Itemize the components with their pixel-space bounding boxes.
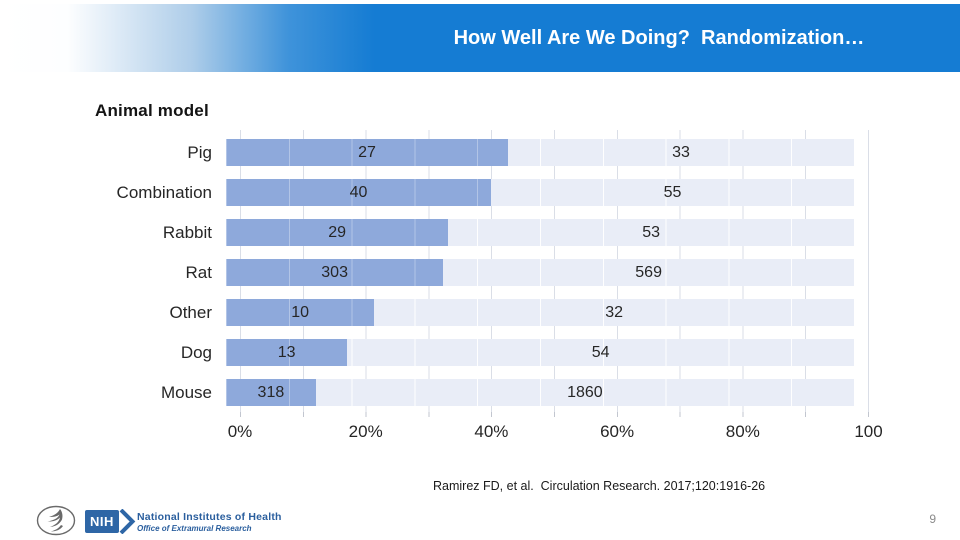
category-label: Rat: [185, 262, 212, 282]
bar-track: 13 54: [226, 339, 854, 366]
slide-header-bar: How Well Are We Doing? Randomization…: [0, 4, 960, 72]
citation-text: Ramirez FD, et al. Circulation Research.…: [433, 479, 766, 493]
category-label: Pig: [187, 142, 212, 162]
nih-logo-text: NIH: [90, 514, 114, 529]
x-axis-tick-label: 40%: [474, 422, 509, 441]
bar-track: 10 32: [226, 299, 854, 326]
track-value-label: 32: [605, 303, 623, 321]
chart-row: Mouse 318 1860: [0, 379, 960, 406]
bar: 40: [226, 179, 492, 206]
x-axis-tick-label: 60%: [600, 422, 635, 441]
category-label: Other: [169, 302, 212, 322]
x-axis-ticks: [240, 412, 869, 417]
nih-org-name: National Institutes of Health: [137, 511, 282, 523]
bar: 13: [226, 339, 348, 366]
track-value-label: 1860: [567, 383, 603, 401]
category-label: Mouse: [160, 382, 212, 402]
x-axis-tick-label: 0%: [227, 422, 253, 441]
track-value-label: 569: [635, 263, 662, 281]
bar-value-label: 27: [358, 143, 376, 161]
bar-value-label: 318: [257, 383, 285, 401]
chart-row: Rat 303 569: [0, 259, 960, 286]
bar-value-label: 303: [321, 263, 348, 281]
bar-value-label: 29: [328, 223, 347, 241]
slide-title: How Well Are We Doing? Randomization…: [453, 26, 865, 49]
category-label: Combination: [116, 182, 212, 202]
bar-chart: Pig 27 33 Combination 40 55 Rabbit 29 53 Rat 303 56…: [0, 130, 960, 460]
nih-chevron-icon: [119, 509, 136, 534]
bar-track: 303 569: [226, 259, 854, 286]
chart-title: Animal model: [95, 101, 209, 120]
bar: 318: [226, 379, 316, 406]
bar-track: 40 55: [226, 179, 854, 206]
category-label: Dog: [180, 342, 212, 362]
bar-value-label: 10: [291, 303, 309, 321]
bar-value-label: 13: [277, 343, 296, 361]
chart-row: Other 10 32: [0, 299, 960, 326]
bar-track: 27 33: [226, 139, 854, 166]
bar-value-label: 40: [349, 183, 368, 201]
nih-office-name: Office of Extramural Research: [137, 524, 252, 533]
page-number: 9: [929, 512, 936, 526]
bar: 29: [226, 219, 449, 246]
bar: 27: [226, 139, 508, 166]
bar: 10: [226, 299, 375, 326]
chart-row: Pig 27 33: [0, 139, 960, 166]
bar-track: 318 1860: [226, 379, 854, 406]
bar-track: 29 53: [226, 219, 854, 246]
hhs-eagle-logo-icon: [36, 505, 76, 536]
chart-row: Dog 13 54: [0, 339, 960, 366]
chart-row: Rabbit 29 53: [0, 219, 960, 246]
track-value-label: 53: [642, 223, 661, 241]
x-axis-tick-label: 80%: [725, 422, 760, 441]
chart-row: Combination 40 55: [0, 179, 960, 206]
track-value-label: 55: [663, 183, 682, 201]
category-label: Rabbit: [162, 222, 212, 242]
track-value-label: 33: [672, 143, 690, 161]
x-axis-tick-label: 20%: [348, 422, 383, 441]
nih-logo-box: NIH: [85, 510, 119, 533]
track-value-label: 54: [591, 343, 610, 361]
x-axis-tick-label: 100: [854, 422, 883, 441]
bar: 303: [226, 259, 444, 286]
